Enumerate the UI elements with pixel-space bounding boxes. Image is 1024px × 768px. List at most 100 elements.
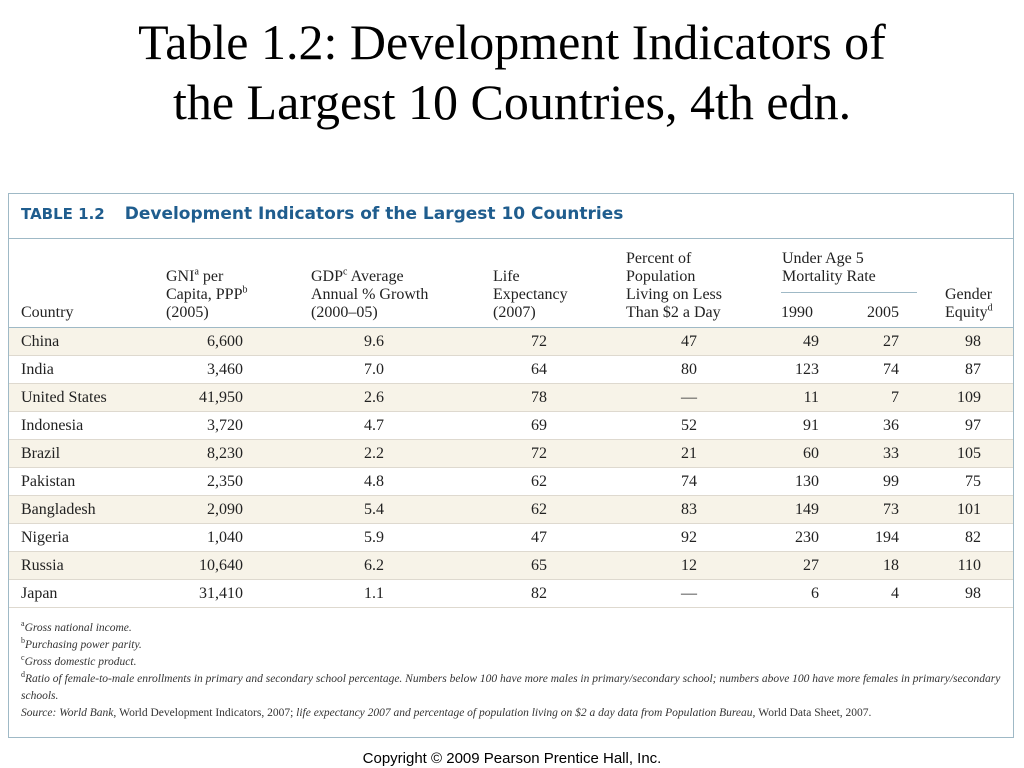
table-heading: TABLE 1.2 Development Indicators of the L…: [21, 204, 623, 224]
note-d: dRatio of female-to-male enrollments in …: [21, 670, 1001, 702]
table-title: Development Indicators of the Largest 10…: [124, 204, 624, 224]
slide-title-line-2: the Largest 10 Countries, 4th edn.: [172, 74, 852, 130]
cell-mortality-1990: 130: [795, 473, 819, 490]
cell-country: Indonesia: [21, 417, 84, 434]
cell-life-expectancy: 72: [531, 333, 547, 350]
table-row: Brazil 8,230 2.2 72 21 60 33 105: [9, 440, 1013, 468]
cell-mortality-1990: 11: [803, 389, 819, 406]
header-gni: GNIa per Capita, PPPb (2005): [166, 266, 248, 321]
cell-gni: 10,640: [199, 557, 243, 574]
cell-country: Russia: [21, 557, 64, 574]
table-body: China 6,600 9.6 72 47 49 27 98 India 3,460 7.0 64 80…: [9, 328, 1013, 608]
header-mortality-rate: Under Age 5 Mortality Rate: [782, 250, 876, 285]
table-row: China 6,600 9.6 72 47 49 27 98: [9, 328, 1013, 356]
cell-country: China: [21, 333, 60, 350]
cell-gdp-growth: 4.7: [364, 417, 384, 434]
cell-country: Pakistan: [21, 473, 76, 490]
cell-gdp-growth: 1.1: [364, 585, 384, 602]
cell-mortality-2005: 33: [883, 445, 899, 462]
cell-mortality-1990: 49: [803, 333, 819, 350]
table-row: Nigeria 1,040 5.9 47 92 230 194 82: [9, 524, 1013, 552]
cell-mortality-2005: 7: [891, 389, 899, 406]
cell-life-expectancy: 62: [531, 473, 547, 490]
cell-life-expectancy: 69: [531, 417, 547, 434]
header-country: Country: [21, 304, 74, 321]
cell-poverty: —: [681, 389, 697, 406]
cell-gdp-growth: 6.2: [364, 557, 384, 574]
slide-title-line-1: Table 1.2: Development Indicators of: [138, 14, 886, 70]
cell-country: Bangladesh: [21, 501, 96, 518]
header-year-1990: 1990: [781, 304, 813, 321]
cell-mortality-2005: 194: [875, 529, 899, 546]
cell-poverty: —: [681, 585, 697, 602]
cell-mortality-2005: 4: [891, 585, 899, 602]
cell-gni: 31,410: [199, 585, 243, 602]
cell-gender-equity: 82: [965, 529, 981, 546]
cell-gender-equity: 75: [965, 473, 981, 490]
cell-gdp-growth: 7.0: [364, 361, 384, 378]
cell-gni: 2,350: [207, 473, 243, 490]
cell-life-expectancy: 78: [531, 389, 547, 406]
cell-gdp-growth: 4.8: [364, 473, 384, 490]
cell-country: United States: [21, 389, 107, 406]
cell-mortality-1990: 27: [803, 557, 819, 574]
cell-life-expectancy: 65: [531, 557, 547, 574]
cell-gni: 3,460: [207, 361, 243, 378]
cell-gni: 1,040: [207, 529, 243, 546]
cell-mortality-2005: 73: [883, 501, 899, 518]
table-notes: aGross national income. bPurchasing powe…: [21, 620, 1006, 722]
cell-mortality-2005: 99: [883, 473, 899, 490]
cell-mortality-1990: 230: [795, 529, 819, 546]
table-row: Bangladesh 2,090 5.4 62 83 149 73 101: [9, 496, 1013, 524]
cell-country: Nigeria: [21, 529, 69, 546]
cell-poverty: 74: [681, 473, 697, 490]
cell-mortality-1990: 6: [811, 585, 819, 602]
cell-gni: 8,230: [207, 445, 243, 462]
cell-poverty: 92: [681, 529, 697, 546]
development-indicators-table: TABLE 1.2 Development Indicators of the L…: [8, 193, 1014, 738]
cell-gni: 41,950: [199, 389, 243, 406]
cell-mortality-1990: 60: [803, 445, 819, 462]
cell-life-expectancy: 82: [531, 585, 547, 602]
cell-mortality-1990: 91: [803, 417, 819, 434]
cell-gdp-growth: 5.9: [364, 529, 384, 546]
cell-gdp-growth: 2.6: [364, 389, 384, 406]
table-row: Japan 31,410 1.1 82 — 6 4 98: [9, 580, 1013, 608]
cell-gender-equity: 105: [957, 445, 981, 462]
table-row: India 3,460 7.0 64 80 123 74 87: [9, 356, 1013, 384]
cell-poverty: 21: [681, 445, 697, 462]
mortality-group-divider: [781, 292, 917, 293]
cell-poverty: 80: [681, 361, 697, 378]
cell-poverty: 12: [681, 557, 697, 574]
cell-gender-equity: 101: [957, 501, 981, 518]
cell-gender-equity: 87: [965, 361, 981, 378]
header-gdp-growth: GDPc Average Annual % Growth (2000–05): [311, 266, 429, 321]
note-a: aGross national income.: [21, 619, 132, 634]
cell-life-expectancy: 72: [531, 445, 547, 462]
slide-title: Table 1.2: Development Indicators of the…: [0, 12, 1024, 132]
table-row: Indonesia 3,720 4.7 69 52 91 36 97: [9, 412, 1013, 440]
note-b: bPurchasing power parity.: [21, 636, 142, 651]
header-gender-equity: Gender Equityd: [945, 286, 993, 321]
cell-poverty: 83: [681, 501, 697, 518]
cell-life-expectancy: 64: [531, 361, 547, 378]
cell-gender-equity: 97: [965, 417, 981, 434]
cell-mortality-2005: 74: [883, 361, 899, 378]
header-year-2005: 2005: [867, 304, 899, 321]
cell-life-expectancy: 47: [531, 529, 547, 546]
cell-gni: 2,090: [207, 501, 243, 518]
table-number: TABLE 1.2: [21, 205, 105, 223]
cell-mortality-2005: 27: [883, 333, 899, 350]
cell-poverty: 47: [681, 333, 697, 350]
cell-gni: 6,600: [207, 333, 243, 350]
cell-gender-equity: 109: [957, 389, 981, 406]
cell-gender-equity: 98: [965, 333, 981, 350]
header-life-expectancy: Life Expectancy (2007): [493, 268, 568, 321]
cell-life-expectancy: 62: [531, 501, 547, 518]
copyright-notice: Copyright © 2009 Pearson Prentice Hall, …: [362, 750, 662, 767]
cell-gdp-growth: 2.2: [364, 445, 384, 462]
note-c: cGross domestic product.: [21, 653, 137, 668]
cell-gdp-growth: 5.4: [364, 501, 384, 518]
cell-gender-equity: 110: [957, 557, 981, 574]
cell-mortality-1990: 123: [795, 361, 819, 378]
